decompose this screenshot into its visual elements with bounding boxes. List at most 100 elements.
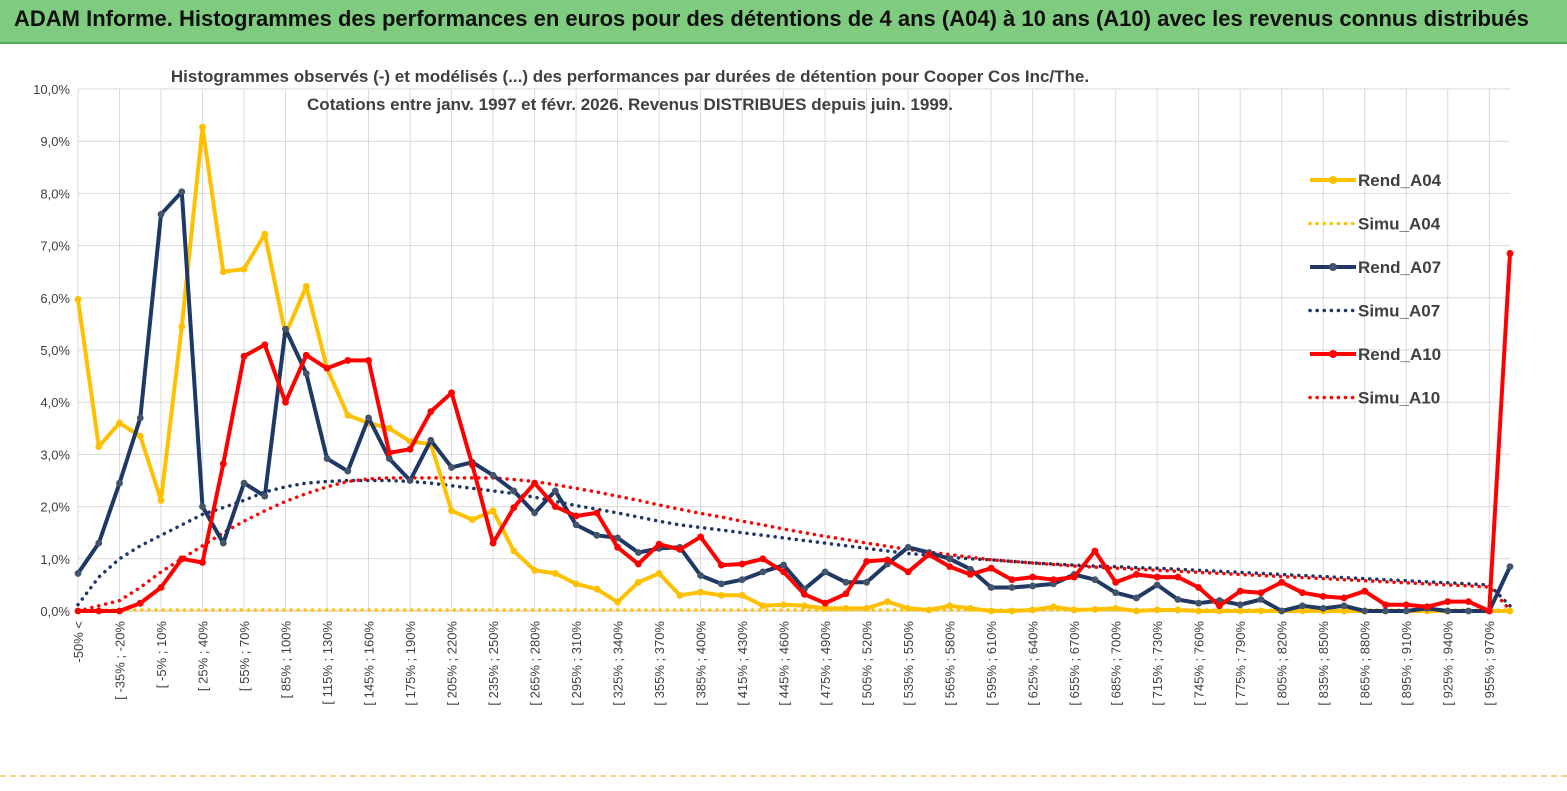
data-point-rend_a10 [531, 479, 538, 487]
data-point-rend_a10 [1029, 573, 1037, 581]
x-tick-label: [ 895% ; 910% [1399, 621, 1414, 706]
data-point-rend_a04 [344, 411, 352, 419]
data-point-rend_a04 [531, 566, 538, 574]
data-point-rend_a07 [1361, 607, 1369, 615]
data-point-rend_a07 [987, 584, 995, 591]
data-point-rend_a10 [1340, 594, 1348, 602]
data-point-rend_a07 [1319, 604, 1327, 612]
data-point-rend_a10 [1402, 601, 1410, 609]
data-point-rend_a07 [1008, 584, 1016, 591]
data-point-rend_a10 [365, 357, 372, 364]
data-point-rend_a04 [178, 323, 186, 330]
data-point-rend_a04 [655, 570, 663, 577]
x-tick-label: [ 145% ; 160% [362, 621, 377, 706]
data-point-rend_a07 [1112, 589, 1120, 597]
data-point-rend_a07 [1465, 607, 1472, 615]
data-point-rend_a07 [302, 370, 310, 377]
data-point-rend_a07 [1133, 594, 1140, 602]
data-point-rend_a04 [1091, 606, 1099, 613]
x-tick-label: [ 85% ; 100% [279, 621, 294, 699]
data-point-rend_a10 [1485, 607, 1493, 615]
data-point-rend_a10 [261, 341, 269, 349]
data-point-rend_a07 [1091, 576, 1099, 584]
data-point-rend_a10 [800, 590, 808, 598]
data-point-rend_a10 [1050, 576, 1057, 584]
data-point-rend_a07 [1174, 596, 1182, 603]
data-point-rend_a04 [551, 570, 559, 577]
data-point-rend_a07 [1382, 607, 1389, 615]
x-tick-label: [ 865% ; 880% [1358, 621, 1373, 706]
data-point-rend_a10 [1361, 587, 1369, 595]
x-tick-label: [ 505% ; 520% [860, 621, 875, 706]
data-point-rend_a10 [199, 559, 206, 566]
data-point-rend_a10 [282, 398, 289, 406]
series-line-simu_a10 [76, 476, 1512, 613]
x-tick-label: [ 295% ; 310% [569, 621, 584, 706]
chart-title: Histogrammes observés (-) et modélisés (… [171, 67, 1089, 86]
x-tick-label: [ 385% ; 400% [694, 621, 709, 706]
legend-marker [1329, 263, 1337, 271]
y-tick-label: 7,0% [40, 239, 70, 254]
x-tick-label: [ 415% ; 430% [735, 621, 750, 706]
x-tick-label: [ -5% ; 10% [154, 621, 169, 689]
series-rend_a10 [74, 250, 1514, 615]
data-point-rend_a04 [1133, 607, 1140, 615]
legend-label: Simu_A10 [1358, 389, 1440, 408]
data-point-rend_a07 [489, 471, 497, 479]
data-point-rend_a04 [468, 516, 476, 524]
data-point-rend_a07 [1029, 582, 1037, 590]
data-point-rend_a10 [904, 568, 912, 576]
data-point-rend_a10 [697, 533, 705, 541]
data-point-rend_a04 [219, 268, 227, 276]
chart-gridlines [77, 88, 1510, 612]
data-point-rend_a10 [634, 560, 642, 568]
x-tick-label: [ 625% ; 640% [1026, 621, 1041, 706]
data-point-rend_a04 [510, 547, 518, 555]
data-point-rend_a07 [614, 534, 621, 542]
data-point-rend_a04 [717, 591, 725, 599]
data-point-rend_a07 [240, 479, 248, 487]
data-point-rend_a07 [510, 487, 518, 495]
data-point-rend_a10 [1091, 547, 1099, 555]
data-point-rend_a07 [199, 503, 206, 510]
data-point-rend_a04 [572, 580, 580, 588]
data-point-rend_a10 [448, 389, 455, 397]
data-point-rend_a10 [593, 509, 601, 517]
data-point-rend_a07 [178, 188, 186, 196]
data-point-rend_a07 [551, 487, 559, 495]
data-point-rend_a07 [427, 436, 435, 444]
data-point-rend_a07 [634, 549, 642, 556]
data-point-rend_a04 [614, 598, 621, 606]
data-point-rend_a04 [199, 123, 206, 131]
data-point-rend_a07 [448, 464, 455, 471]
data-point-rend_a04 [759, 602, 767, 610]
data-point-rend_a04 [1340, 607, 1348, 615]
data-point-rend_a10 [406, 445, 414, 453]
data-point-rend_a04 [448, 507, 455, 515]
data-point-rend_a10 [1278, 578, 1286, 586]
data-point-rend_a10 [385, 449, 393, 457]
data-point-rend_a10 [946, 563, 954, 571]
data-point-rend_a10 [1257, 589, 1265, 597]
data-point-rend_a04 [489, 507, 497, 515]
data-point-rend_a07 [74, 570, 82, 577]
data-point-rend_a04 [1050, 603, 1057, 611]
y-tick-label: 4,0% [40, 395, 70, 410]
data-point-rend_a10 [614, 543, 621, 551]
data-point-rend_a04 [987, 607, 995, 615]
data-point-rend_a07 [1195, 599, 1203, 607]
data-point-rend_a07 [1340, 602, 1348, 610]
x-tick-label: [ 955% ; 970% [1482, 621, 1497, 706]
data-point-rend_a10 [178, 555, 186, 563]
data-point-rend_a10 [655, 540, 663, 548]
bottom-border [0, 775, 1567, 777]
data-point-rend_a07 [1299, 602, 1306, 610]
series-rend_a04 [74, 123, 1514, 615]
data-point-rend_a10 [1444, 598, 1452, 606]
data-point-rend_a07 [406, 477, 414, 484]
legend-item-simu_a04: Simu_A04 [1308, 215, 1441, 234]
data-point-rend_a10 [1506, 250, 1514, 257]
data-point-rend_a10 [510, 504, 518, 512]
x-tick-label: [ 535% ; 550% [901, 621, 916, 706]
legend-item-simu_a07: Simu_A07 [1308, 302, 1440, 321]
